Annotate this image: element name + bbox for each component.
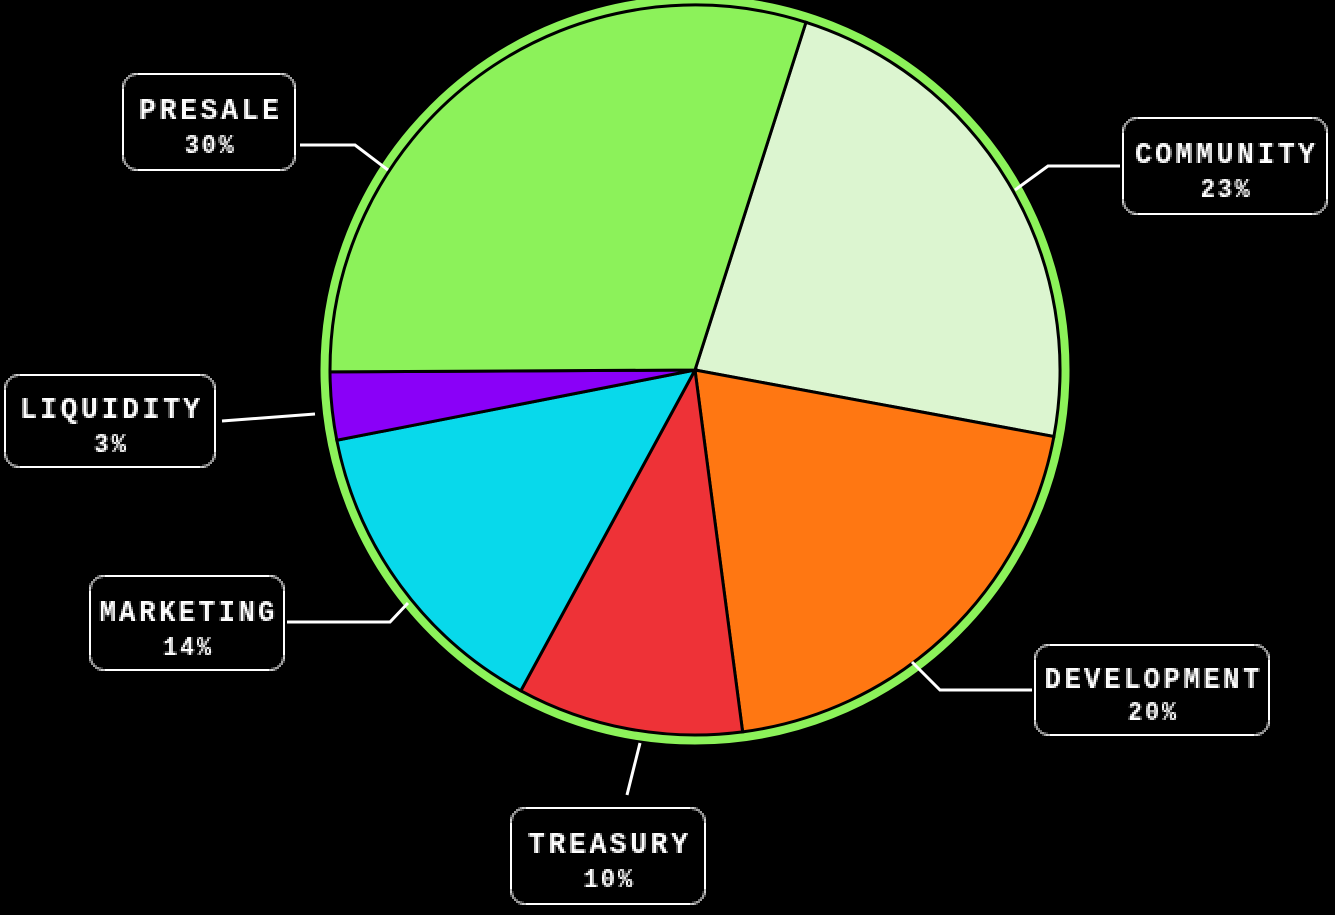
- TREASURY: [508, 805, 708, 907]
- COMMUNITY: [1120, 115, 1330, 217]
- LIQUIDITY: [2, 372, 218, 470]
- PRESALE: [120, 71, 298, 173]
- DEVELOPMENT: [1032, 642, 1272, 738]
- MARKETING: [87, 573, 287, 673]
